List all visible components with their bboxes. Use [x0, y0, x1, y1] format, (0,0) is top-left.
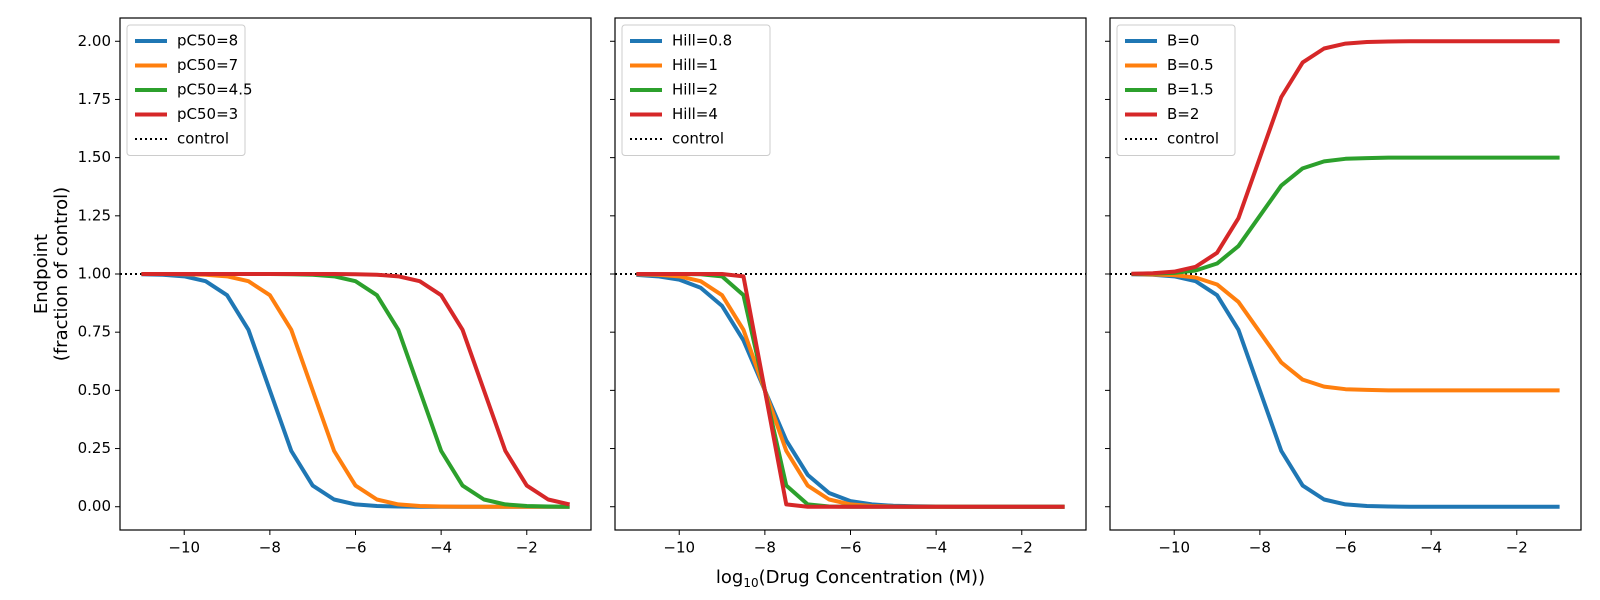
x-tick-label: −10 — [663, 539, 695, 557]
curve — [141, 272, 570, 509]
y-tick-label: 1.00 — [78, 265, 111, 283]
legend-label: B=0 — [1167, 32, 1199, 50]
x-tick-label: −6 — [344, 539, 366, 557]
panel: −10 −8 −6 −4 −2 B=0 B=0.5 B=1.5 B=2 control — [1105, 17, 1582, 557]
x-axis-label-base: log — [716, 567, 743, 588]
y-tick-label: 2.00 — [78, 32, 111, 50]
x-tick-label: −8 — [754, 539, 776, 557]
x-axis-label-rest: (Drug Concentration (M)) — [759, 567, 986, 588]
curve — [636, 272, 1065, 509]
axes-frame — [119, 17, 592, 531]
curve — [1131, 39, 1560, 276]
legend-box — [621, 24, 771, 156]
axes-frame — [1109, 17, 1582, 531]
y-tick-label: 0.00 — [78, 497, 111, 515]
x-tick-label: −2 — [1506, 539, 1528, 557]
curve — [1131, 272, 1560, 509]
legend-label: pC50=7 — [177, 56, 238, 74]
x-tick-label: −6 — [839, 539, 861, 557]
x-tick-label: −8 — [259, 539, 281, 557]
legend-label: Hill=4 — [672, 105, 718, 123]
panel: −10 −8 −6 −4 −2 Hill=0.8 Hill=1 Hill=2 Hill=4 con… — [610, 17, 1087, 557]
legend-label: B=0.5 — [1167, 56, 1214, 74]
y-tick-label: 1.50 — [78, 148, 111, 166]
x-tick-label: −4 — [925, 539, 947, 557]
legend-label: pC50=8 — [177, 32, 238, 50]
x-tick-label: −6 — [1334, 539, 1356, 557]
legend-label: pC50=4.5 — [177, 81, 253, 99]
curve — [141, 272, 570, 509]
curve — [636, 272, 1065, 509]
x-tick-label: −10 — [168, 539, 200, 557]
x-tick-label: −2 — [516, 539, 538, 557]
curve — [1131, 155, 1560, 276]
legend: Hill=0.8 Hill=1 Hill=2 Hill=4 control — [621, 24, 771, 156]
curve — [636, 272, 1065, 509]
curve — [141, 272, 571, 507]
y-axis-label: (fraction of control) — [51, 187, 72, 361]
y-axis-label: Endpoint — [31, 234, 52, 314]
legend-label: control — [177, 130, 229, 148]
legend-label: Hill=0.8 — [672, 32, 732, 50]
x-axis-label-subscript: 10 — [743, 576, 758, 590]
legend: B=0 B=0.5 B=1.5 B=2 control — [1116, 24, 1236, 156]
curve — [1131, 272, 1560, 393]
legend-label: control — [1167, 130, 1219, 148]
y-tick-label: 1.25 — [78, 206, 111, 224]
y-tick-label: 1.75 — [78, 90, 111, 108]
curve — [141, 272, 570, 509]
legend-label: Hill=2 — [672, 81, 718, 99]
x-axis-label: log10(Drug Concentration (M)) — [716, 567, 985, 590]
legend-label: pC50=3 — [177, 105, 238, 123]
curve — [636, 272, 1065, 509]
legend-label: Hill=1 — [672, 56, 718, 74]
y-tick-label: 0.25 — [78, 439, 111, 457]
x-tick-label: −4 — [1420, 539, 1442, 557]
panel: 0.00 0.25 0.50 0.75 1.00 1.25 1.50 1.75 2.00 −10 −… — [78, 17, 592, 557]
y-tick-label: 0.75 — [78, 323, 111, 341]
legend-label: control — [672, 130, 724, 148]
legend: pC50=8 pC50=7 pC50=4.5 pC50=3 control — [126, 24, 253, 156]
legend-label: B=2 — [1167, 105, 1199, 123]
x-tick-label: −4 — [430, 539, 452, 557]
y-tick-label: 0.50 — [78, 381, 111, 399]
x-tick-label: −10 — [1158, 539, 1190, 557]
axes-frame — [614, 17, 1087, 531]
legend-label: B=1.5 — [1167, 81, 1214, 99]
legend-box — [126, 24, 246, 156]
x-tick-label: −2 — [1011, 539, 1033, 557]
x-tick-label: −8 — [1249, 539, 1271, 557]
legend-box — [1116, 24, 1236, 156]
